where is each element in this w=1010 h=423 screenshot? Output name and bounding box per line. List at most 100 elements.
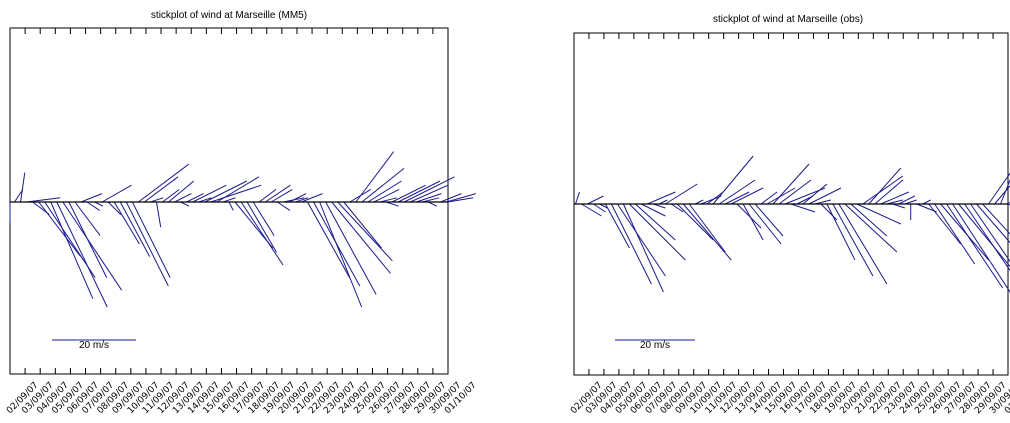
wind-stick xyxy=(688,203,726,253)
wind-stick xyxy=(307,201,350,278)
wind-stick xyxy=(622,203,664,293)
wind-stick xyxy=(748,203,782,245)
wind-stick xyxy=(940,203,990,261)
wind-stick xyxy=(934,203,976,265)
wind-stick xyxy=(1000,178,1010,205)
wind-stick xyxy=(68,201,108,278)
wind-stick xyxy=(56,201,108,308)
wind-stick xyxy=(958,203,1010,268)
wind-stick xyxy=(604,203,630,249)
wind-stick xyxy=(964,203,1010,272)
wind-stick xyxy=(131,201,171,278)
wind-stick xyxy=(379,197,397,203)
wind-stick xyxy=(295,197,309,203)
wind-stick xyxy=(446,193,477,203)
wind-stick xyxy=(440,193,462,203)
wind-stick xyxy=(325,201,377,295)
wind-stick xyxy=(659,199,668,205)
wind-stick xyxy=(331,201,391,274)
wind-stick xyxy=(391,184,426,203)
wind-stick xyxy=(210,184,262,203)
wind-stick xyxy=(616,203,666,277)
wind-stick xyxy=(808,187,842,205)
wind-stick xyxy=(766,187,796,205)
tick-labels-mm5: 02/09/0703/09/0704/09/0705/09/0706/09/07… xyxy=(5,380,479,416)
wind-stick xyxy=(832,203,874,277)
wind-stick xyxy=(216,176,260,203)
wind-stick xyxy=(802,183,828,205)
wind-stick xyxy=(826,203,856,261)
wind-stick xyxy=(898,195,915,205)
wind-stick xyxy=(319,201,363,308)
wind-stick xyxy=(222,197,236,203)
wind-stick xyxy=(820,203,838,221)
chart-title-obs: stickplot of wind at Marseille (obs) xyxy=(713,14,863,25)
wind-stick xyxy=(86,201,100,211)
wind-stick xyxy=(868,167,902,205)
wind-stick xyxy=(682,203,732,261)
wind-stick xyxy=(754,203,784,237)
wind-stick xyxy=(946,203,1004,289)
wind-stick xyxy=(289,193,307,203)
wind-stick xyxy=(593,203,606,213)
wind-stick xyxy=(80,193,103,203)
wind-stick xyxy=(204,180,248,203)
wind-stick xyxy=(874,179,904,205)
wind-stick xyxy=(416,193,442,203)
wind-stick xyxy=(610,203,652,285)
wind-stick xyxy=(422,197,440,203)
wind-stick xyxy=(850,203,888,237)
wind-stick xyxy=(1007,203,1010,206)
wind-stick xyxy=(156,201,162,228)
wind-stick xyxy=(228,201,234,211)
wind-stick xyxy=(706,191,724,205)
wind-stick xyxy=(343,201,382,249)
wind-stick xyxy=(904,199,917,205)
wind-stick xyxy=(385,201,399,207)
wind-stick xyxy=(922,199,931,205)
wind-stick xyxy=(892,203,905,209)
chart-title-mm5: stickplot of wind at Marseille (MM5) xyxy=(151,10,307,21)
wind-stick xyxy=(277,201,291,211)
wind-stick xyxy=(844,203,898,253)
wind-stick xyxy=(240,201,284,266)
wind-stick xyxy=(760,191,778,205)
tick-labels-obs: 02/09/0703/09/0704/09/0705/09/0706/09/07… xyxy=(569,380,1010,416)
wind-stick xyxy=(742,203,764,241)
wind-stick xyxy=(976,203,1010,244)
wind-stick xyxy=(814,199,832,205)
wind-stick xyxy=(736,203,762,229)
wind-stick xyxy=(144,176,179,203)
wind-stick xyxy=(74,201,101,236)
wind-stick xyxy=(838,203,888,285)
wind-stick xyxy=(772,163,810,205)
stickplot-obs: stickplot of wind at Marseille (obs) 20 … xyxy=(569,14,1010,416)
wind-stick xyxy=(397,180,441,203)
wind-stick xyxy=(575,191,580,205)
wind-stick xyxy=(982,203,1010,235)
wind-stick xyxy=(138,163,190,203)
scale-label-obs: 20 m/s xyxy=(640,340,670,351)
wind-stick xyxy=(101,184,132,203)
wind-stick xyxy=(107,201,122,215)
wind-stick xyxy=(724,191,750,205)
wind-stick xyxy=(778,179,812,205)
tick-marks-mm5 xyxy=(9,28,449,374)
wind-stick xyxy=(125,201,169,287)
wind-stick xyxy=(301,193,323,203)
wind-stick xyxy=(410,184,449,203)
wind-stick xyxy=(599,203,608,209)
stickplot-mm5: stickplot of wind at Marseille (MM5) 20 … xyxy=(5,10,479,416)
wind-stick xyxy=(886,199,903,205)
wind-stick xyxy=(162,188,180,203)
wind-stick xyxy=(629,203,686,261)
tick-marks-obs xyxy=(573,33,1009,375)
wind-sticks-obs xyxy=(575,155,1010,293)
wind-stick xyxy=(665,183,698,205)
wind-stick xyxy=(252,201,275,236)
wind-stick xyxy=(355,151,395,203)
wind-stick xyxy=(670,203,684,213)
wind-stick xyxy=(174,193,192,203)
wind-sticks-mm5 xyxy=(9,151,477,308)
